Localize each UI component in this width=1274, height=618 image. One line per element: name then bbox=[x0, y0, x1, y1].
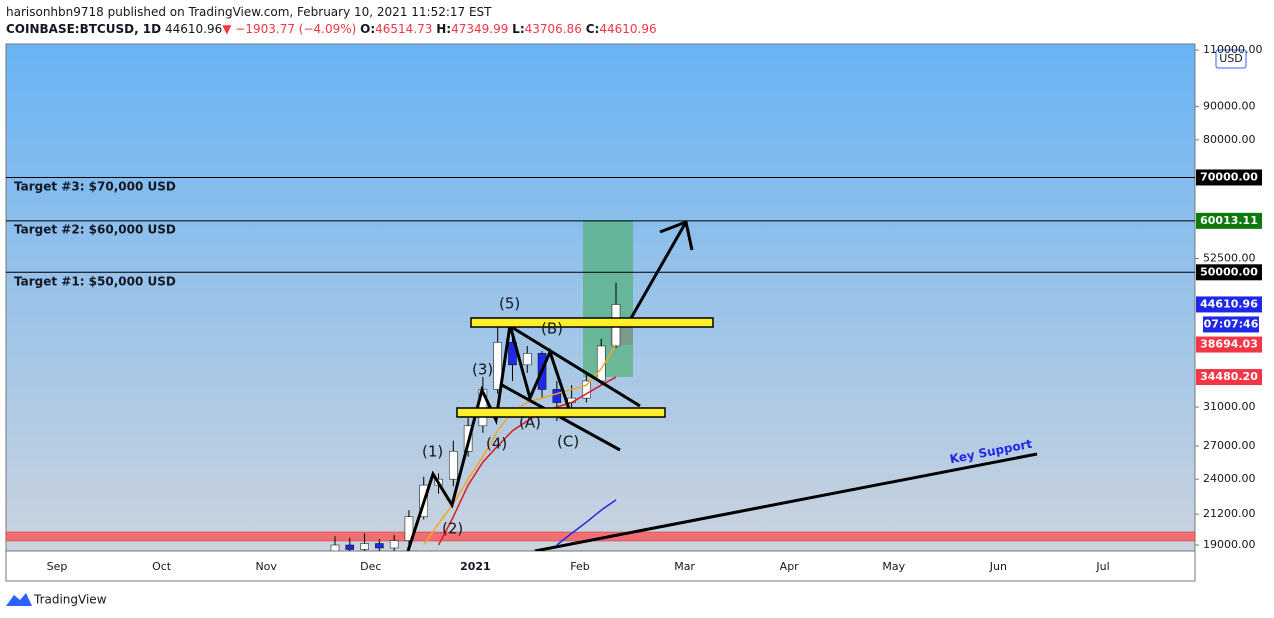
candle-body bbox=[523, 353, 532, 366]
wave-label: (1) bbox=[422, 443, 443, 461]
x-tick-label: Mar bbox=[674, 560, 695, 573]
price-badge-label: 38694.03 bbox=[1200, 338, 1258, 351]
ohlc-label: C: bbox=[585, 22, 600, 36]
x-tick-label: Jul bbox=[1095, 560, 1109, 573]
author-line: harisonhbn9718 published on TradingView.… bbox=[6, 5, 492, 19]
channel-line bbox=[499, 318, 641, 408]
wave-label: (A) bbox=[519, 414, 541, 432]
x-axis-strip bbox=[5, 550, 1196, 582]
resistance-box bbox=[470, 317, 714, 328]
price-badge-label: 70000.00 bbox=[1200, 170, 1258, 183]
logo bbox=[6, 593, 32, 606]
y-tick-label: 19000.00 bbox=[1203, 538, 1256, 551]
wave-label: (2) bbox=[442, 520, 463, 538]
drawings bbox=[406, 219, 1038, 551]
ohlc-value: 47349.99 bbox=[451, 22, 509, 36]
ma-line bbox=[423, 344, 617, 546]
target-text: Target #3: $70,000 USD bbox=[14, 180, 176, 194]
support-box bbox=[456, 407, 666, 418]
key-support-line bbox=[534, 452, 1038, 551]
price-badge bbox=[1196, 369, 1262, 386]
brand: TradingView bbox=[33, 593, 107, 607]
x-tick-label: Apr bbox=[780, 560, 800, 573]
change: −1903.77 (−4.09%) bbox=[235, 22, 357, 36]
price-badge-label: 44610.96 bbox=[1200, 297, 1258, 310]
candle-body bbox=[552, 389, 562, 403]
price-badge-label: 50000.00 bbox=[1200, 265, 1258, 278]
price-badge bbox=[1196, 212, 1262, 229]
price-badge bbox=[1196, 296, 1262, 313]
currency-label: USD bbox=[1219, 52, 1243, 65]
x-tick-label: Sep bbox=[47, 560, 68, 573]
ma-line bbox=[437, 376, 617, 546]
y-tick-label: 90000.00 bbox=[1203, 100, 1256, 113]
price-badge-label: 34480.20 bbox=[1200, 370, 1258, 383]
candle-body bbox=[493, 342, 502, 390]
candle-body bbox=[449, 450, 458, 480]
y-tick-label: 52500.00 bbox=[1203, 252, 1256, 265]
arrow: ▼ bbox=[222, 22, 232, 36]
candle-body bbox=[330, 544, 340, 551]
ohlc-value: 46514.73 bbox=[375, 22, 433, 36]
target-text: Target #1: $50,000 USD bbox=[14, 275, 176, 289]
ohlc-label: H: bbox=[436, 22, 452, 36]
countdown-label: 07:07:46 bbox=[1204, 317, 1259, 330]
wave-label: (3) bbox=[472, 361, 493, 379]
price-badge-label: 60013.11 bbox=[1200, 214, 1258, 227]
candle-body bbox=[389, 540, 399, 549]
wave-label: (5) bbox=[499, 295, 520, 313]
ohlc-label: O: bbox=[360, 22, 376, 36]
x-tick-label: Jun bbox=[989, 560, 1007, 573]
price-badge bbox=[1196, 336, 1262, 353]
arrow-head bbox=[659, 219, 694, 251]
x-tick-label: May bbox=[882, 560, 905, 573]
currency-box bbox=[1215, 49, 1247, 69]
x-tick-label: Nov bbox=[255, 560, 277, 573]
support-band bbox=[5, 531, 1196, 542]
wave-label: (B) bbox=[541, 320, 563, 338]
ohlc-value: 43706.86 bbox=[524, 22, 582, 36]
y-tick-label: 110000.00 bbox=[1203, 43, 1263, 56]
candle-body bbox=[375, 543, 384, 549]
quote-line: COINBASE:BTCUSD, 1D 44610.96▼ −1903.77 (… bbox=[6, 21, 657, 38]
candle-body bbox=[404, 516, 414, 541]
wave-label: (C) bbox=[557, 433, 579, 451]
header: harisonhbn9718 published on TradingView.… bbox=[6, 4, 657, 38]
candle-body bbox=[345, 544, 355, 550]
y-tick-label: 27000.00 bbox=[1203, 439, 1256, 452]
wave-path bbox=[406, 324, 572, 551]
y-tick-label: 21200.00 bbox=[1203, 507, 1256, 520]
candle-body bbox=[360, 543, 369, 550]
x-tick-label: 2021 bbox=[460, 560, 491, 573]
arrow-line bbox=[628, 221, 688, 321]
y-tick-label: 24000.00 bbox=[1203, 472, 1256, 485]
last: 44610.96 bbox=[164, 22, 223, 36]
ohlc-label: L: bbox=[512, 22, 525, 36]
y-tick-label: 80000.00 bbox=[1203, 133, 1256, 146]
target-box bbox=[583, 220, 633, 377]
y-tick-label: 31000.00 bbox=[1203, 400, 1256, 413]
x-tick-label: Dec bbox=[360, 560, 381, 573]
countdown-badge bbox=[1203, 316, 1259, 333]
x-tick-label: Oct bbox=[152, 560, 172, 573]
ma-line bbox=[556, 499, 617, 546]
x-tick-label: Feb bbox=[570, 560, 589, 573]
ohlc-value: 44610.96 bbox=[599, 22, 657, 36]
price-badge bbox=[1196, 169, 1262, 186]
wave-label: (4) bbox=[486, 435, 507, 453]
symbol: COINBASE:BTCUSD, 1D bbox=[6, 22, 162, 36]
price-badge bbox=[1196, 264, 1262, 281]
target-text: Target #2: $60,000 USD bbox=[14, 223, 176, 237]
candle-body bbox=[582, 380, 591, 399]
